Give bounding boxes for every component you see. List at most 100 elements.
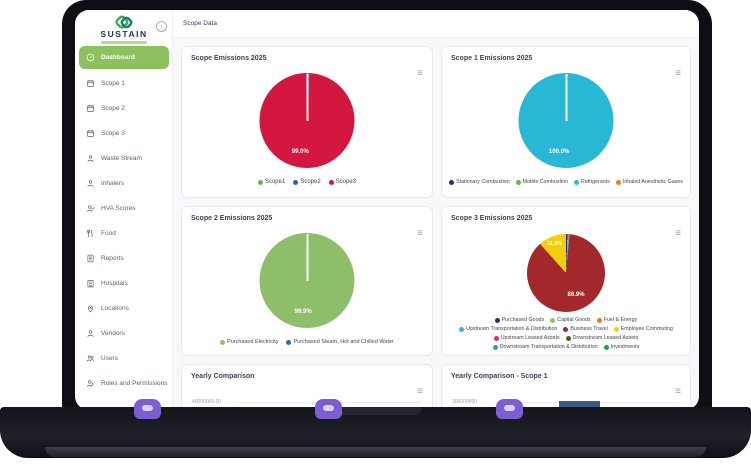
legend-item[interactable]: Refrigerants: [574, 179, 610, 185]
slice-divider: [306, 74, 308, 121]
sidebar-item-label: Scope 3: [101, 130, 125, 137]
sidebar-item-scope-2[interactable]: Scope 2: [75, 96, 173, 121]
sidebar-collapse-button[interactable]: ‹: [156, 21, 167, 32]
legend-item[interactable]: Purchased Electricity: [220, 339, 278, 345]
legend-label: Downstream Leased Assets: [572, 335, 639, 341]
pie-chart-scope1-emissions[interactable]: 100.0%: [518, 73, 614, 168]
legend-dot-icon: [615, 179, 621, 185]
brand-name: SUSTAIN: [100, 29, 148, 39]
legend-item[interactable]: Business Travel: [563, 326, 608, 332]
sidebar-item-inhalers[interactable]: Inhalers: [75, 171, 173, 196]
sidebar-item-locations[interactable]: Locations: [75, 296, 173, 321]
legend-item[interactable]: Capital Goods: [550, 317, 591, 323]
legend-dot-icon: [257, 179, 263, 185]
card-menu-icon[interactable]: ≡: [417, 386, 423, 397]
legend-dot-icon: [328, 179, 334, 185]
pie-chart-scope-emissions[interactable]: 99.0%: [259, 73, 355, 168]
sidebar-item-label: Reports: [101, 255, 124, 262]
chart-legend: Stationary Combustion Mobile Combustion Re…: [446, 179, 686, 185]
legend-label: Scope2: [300, 179, 321, 185]
legend-label: Purchased Electricity: [227, 339, 279, 345]
sidebar-item-roles-and-permissions[interactable]: Roles and Permissions›: [75, 371, 178, 396]
sidebar-item-label: Vendors: [101, 330, 125, 337]
legend-label: Mobile Combustion: [522, 179, 568, 185]
sidebar-item-label: Locations: [101, 305, 129, 312]
legend-label: Stationary Combustion: [456, 179, 510, 185]
sidebar-item-scope-1[interactable]: Scope 1: [75, 71, 173, 96]
slice-percent-label: 99.0%: [291, 149, 309, 155]
sidebar-item-label: Food: [101, 230, 116, 237]
legend-item[interactable]: Stationary Combustion: [449, 179, 510, 185]
legend-label: Purchased Goods: [501, 317, 545, 323]
legend-item[interactable]: Downstream Transportation & Distribution: [492, 344, 598, 350]
legend-label: Fuel & Energy: [603, 317, 638, 323]
legend-item[interactable]: Inhaled Anesthetic Gases: [615, 179, 683, 185]
legend-label: Upstream Transportation & Distribution: [466, 326, 558, 332]
legend-item[interactable]: Downstream Leased Assets: [565, 335, 639, 341]
legend-item[interactable]: Scope3: [328, 179, 356, 185]
sustain-logo-icon: [115, 15, 133, 29]
sidebar-item-label: Scope 1: [101, 80, 125, 87]
legend-dot-icon: [492, 344, 498, 350]
legend-label: Scope1: [264, 179, 286, 185]
legend-dot-icon: [574, 179, 579, 185]
legend-label: Refrigerants: [581, 179, 610, 185]
sidebar-item-food[interactable]: Food: [75, 221, 173, 246]
sidebar-item-scope-3[interactable]: Scope 3: [75, 121, 173, 146]
legend-dot-icon: [550, 317, 556, 323]
sidebar-item-hospitals[interactable]: Hospitals: [75, 271, 173, 296]
legend-item[interactable]: Upstream Transportation & Distribution: [459, 326, 557, 332]
legend-item[interactable]: Upstream Leased Assets: [493, 335, 560, 341]
card-menu-icon[interactable]: ≡: [417, 228, 423, 239]
legend-label: Downstream Transportation & Distribution: [499, 344, 598, 350]
pie-chart-scope3-emissions[interactable]: 86.9% 11.6%: [527, 234, 605, 312]
report-icon: [87, 254, 94, 263]
legend-item[interactable]: Scope1: [257, 179, 286, 185]
legend-item[interactable]: Mobile Combustion: [515, 179, 568, 185]
laptop-hinge-notch: [330, 407, 422, 415]
slice-divider: [565, 74, 567, 121]
sidebar-item-hva-scores[interactable]: HVA Scores: [75, 196, 173, 221]
card-menu-icon[interactable]: ≡: [675, 68, 681, 79]
card-menu-icon[interactable]: ≡: [417, 68, 423, 79]
legend-dot-icon: [603, 344, 609, 350]
legend-item[interactable]: Investments: [603, 344, 639, 350]
legend-item[interactable]: Employee Commuting: [613, 326, 673, 332]
legend-label: Business Travel: [570, 326, 608, 332]
sidebar-item-label: HVA Scores: [101, 205, 136, 212]
person-check-icon: [87, 205, 95, 212]
legend-label: Purchased Steam, Hot and Chilled Water: [293, 339, 394, 345]
legend-dot-icon: [459, 326, 465, 332]
sidebar-item-waste-stream[interactable]: Waste Stream: [75, 146, 173, 171]
legend-item[interactable]: Scope2: [293, 179, 321, 185]
legend-dot-icon: [220, 339, 226, 345]
sidebar-item-dashboard[interactable]: Dashboard: [79, 46, 169, 69]
slice-percent-label: 99.9%: [294, 309, 312, 315]
legend-item[interactable]: Purchased Goods: [494, 317, 545, 323]
utensils-icon: [87, 229, 93, 238]
legend-dot-icon: [596, 317, 602, 323]
card-scope2-emissions: Scope 2 Emissions 2025 ≡ 99.9% Purchased…: [181, 206, 433, 356]
card-menu-icon[interactable]: ≡: [675, 386, 681, 397]
pie-chart-scope2-emissions[interactable]: 99.9%: [259, 233, 355, 328]
card-title: Yearly Comparison: [191, 373, 255, 380]
legend-item[interactable]: Fuel & Energy: [596, 317, 638, 323]
legend-dot-icon: [515, 179, 521, 185]
legend-label: Employee Commuting: [620, 326, 673, 332]
sidebar-item-label: Inhalers: [101, 180, 125, 187]
sidebar: SUSTAIN ‹ Dashboard Scope 1 Scope 2 Scope 3…: [75, 10, 178, 410]
card-scope1-emissions: Scope 1 Emissions 2025 ≡ 100.0% Stationa…: [441, 46, 691, 198]
sidebar-item-reports[interactable]: Reports: [75, 246, 173, 271]
legend-item[interactable]: Purchased Steam, Hot and Chilled Water: [286, 339, 394, 345]
legend-dot-icon: [286, 339, 292, 345]
page-header: Scope Data: [173, 10, 699, 38]
building-icon: [87, 280, 94, 288]
sidebar-item-users[interactable]: Users: [75, 346, 173, 371]
card-yearly-comparison: Yearly Comparison ≡ 40000000.00: [181, 364, 433, 410]
legend-dot-icon: [493, 335, 499, 341]
card-menu-icon[interactable]: ≡: [675, 228, 681, 239]
bar[interactable]: [559, 401, 600, 410]
calendar-icon: [87, 79, 94, 87]
sidebar-item-vendors[interactable]: Vendors: [75, 321, 173, 346]
gauge-icon: [86, 53, 95, 62]
